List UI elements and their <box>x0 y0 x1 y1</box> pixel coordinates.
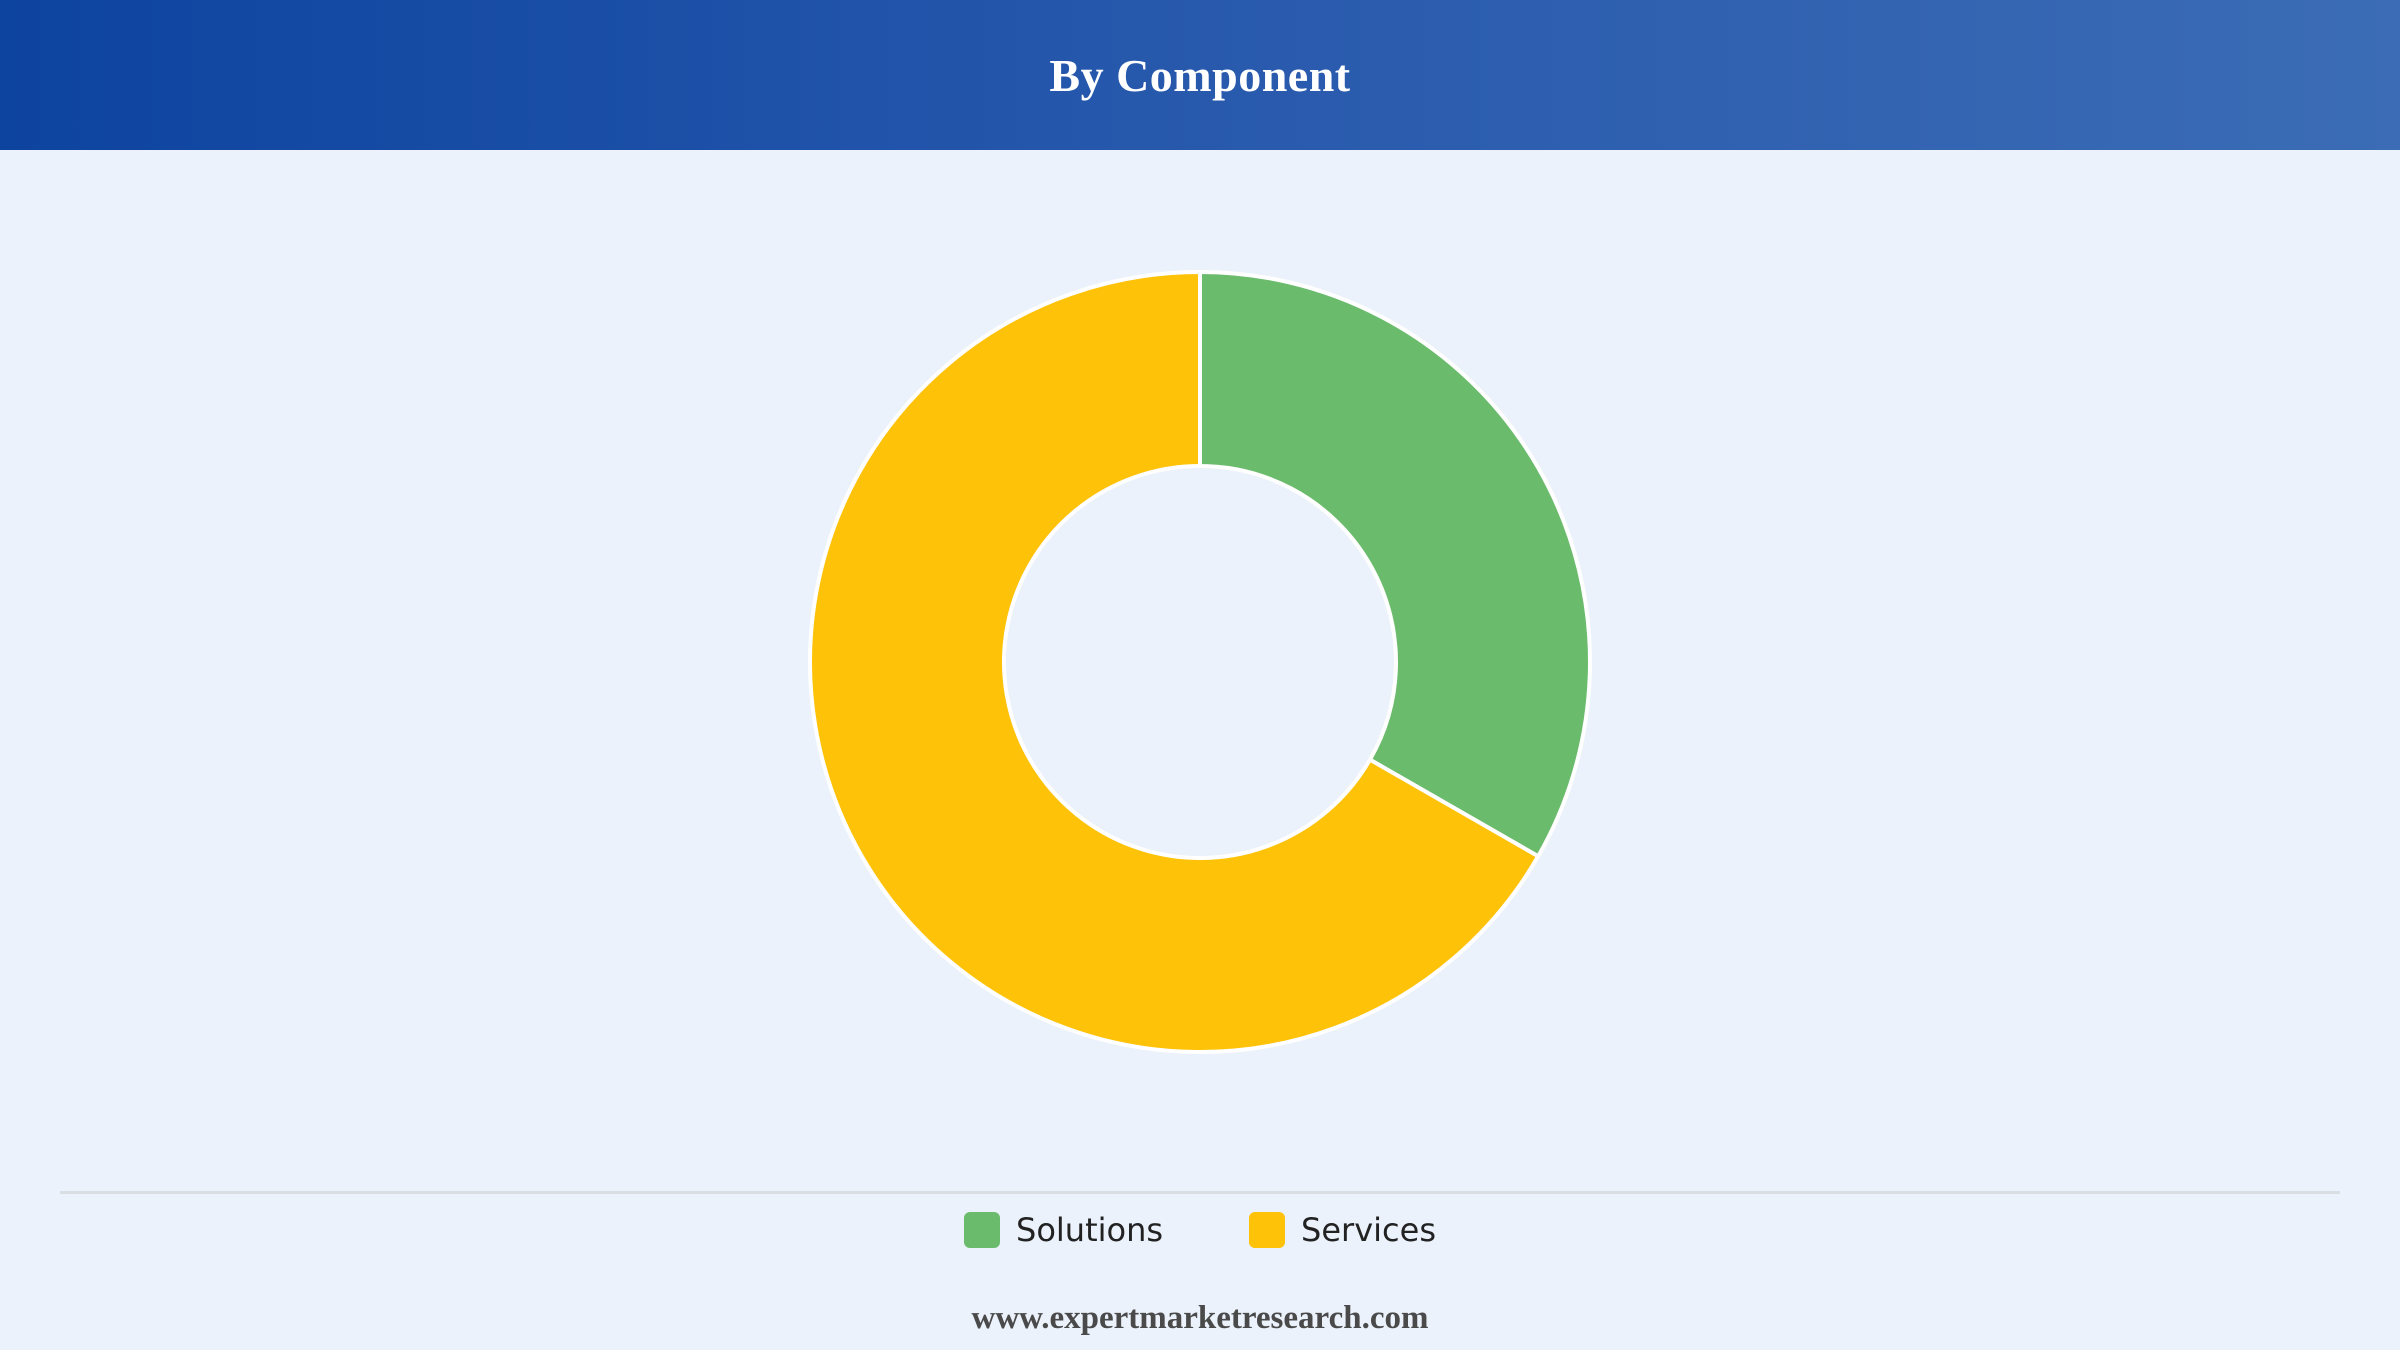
legend-label-solutions: Solutions <box>1016 1211 1164 1249</box>
legend-item-services: Services <box>1249 1211 1436 1249</box>
website-footer: www.expertmarketresearch.com <box>971 1300 1429 1336</box>
chart-title: By Component <box>1049 49 1351 101</box>
donut-chart-svg <box>808 270 1592 1054</box>
donut-slice-solutions <box>1198 270 1592 859</box>
legend-divider <box>60 1191 2340 1194</box>
legend-item-solutions: Solutions <box>964 1211 1163 1249</box>
donut-slice-services <box>808 270 1541 1054</box>
donut-chart <box>0 150 2400 1190</box>
legend-label-services: Services <box>1301 1211 1436 1249</box>
chart-header: By Component <box>0 0 2400 150</box>
legend-swatch-services <box>1249 1212 1286 1248</box>
legend-swatch-solutions <box>964 1212 1001 1248</box>
chart-legend: Solutions Services <box>0 1206 2400 1254</box>
